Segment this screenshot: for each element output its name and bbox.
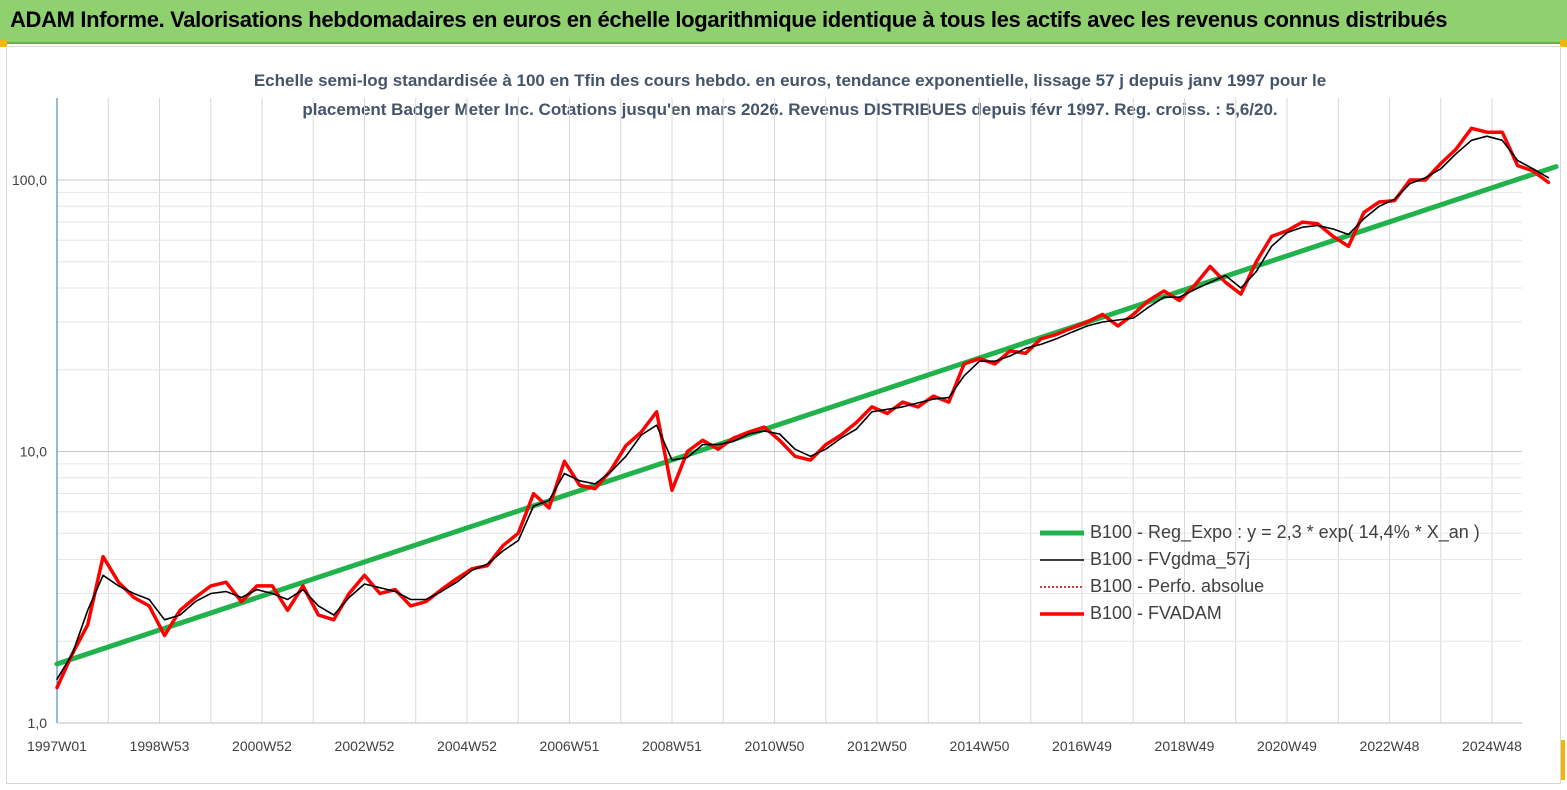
report-header: ADAM Informe. Valorisations hebdomadaire… bbox=[0, 0, 1567, 44]
x-tick-label: 2010W50 bbox=[745, 738, 805, 754]
y-tick-label: 10,0 bbox=[20, 444, 47, 460]
legend-swatch-reg-expo bbox=[1040, 530, 1084, 536]
legend-label-reg-expo: B100 - Reg_Expo : y = 2,3 * exp( 14,4% *… bbox=[1090, 522, 1480, 542]
legend-swatch-fvgdma bbox=[1040, 559, 1084, 561]
grid-layer bbox=[57, 98, 1522, 724]
y-tick-label: 100,0 bbox=[12, 172, 47, 188]
legend-label-fvadam: B100 - FVADAM bbox=[1090, 603, 1222, 623]
chart-title: Echelle semi-log standardisée à 100 en T… bbox=[60, 66, 1520, 124]
x-tick-label: 2024W48 bbox=[1462, 738, 1522, 754]
legend-swatch-perfo-absolue bbox=[1040, 586, 1084, 588]
x-tick-label: 2000W52 bbox=[232, 738, 292, 754]
x-tick-label: 1998W53 bbox=[130, 738, 190, 754]
series-line-fvgdma bbox=[56, 135, 1550, 681]
legend-item-perfo-absolue: B100 - Perfo. absolue bbox=[1040, 574, 1520, 599]
chart-title-line-1: Echelle semi-log standardisée à 100 en T… bbox=[253, 71, 1327, 90]
x-tick-label: 2018W49 bbox=[1155, 738, 1215, 754]
legend-label-fvgdma: B100 - FVgdma_57j bbox=[1090, 549, 1251, 569]
x-tick-label: 2004W52 bbox=[437, 738, 497, 754]
legend-item-fvadam: B100 - FVADAM bbox=[1040, 601, 1520, 626]
x-tick-label: 2020W49 bbox=[1257, 738, 1317, 754]
x-tick-label: 2016W49 bbox=[1052, 738, 1112, 754]
corner-marker-top-right bbox=[1560, 40, 1567, 47]
x-tick-label: 1997W01 bbox=[27, 738, 87, 754]
report-title: ADAM Informe. Valorisations hebdomadaire… bbox=[10, 7, 1448, 32]
corner-marker-top-left bbox=[0, 40, 7, 47]
chart-title-line-2: placement Badger Meter Inc. Cotations ju… bbox=[302, 100, 1278, 119]
chart-frame bbox=[6, 46, 1561, 784]
x-tick-label: 2006W51 bbox=[540, 738, 600, 754]
chart-legend: B100 - Reg_Expo : y = 2,3 * exp( 14,4% *… bbox=[1040, 520, 1520, 628]
legend-swatch-fvadam bbox=[1040, 612, 1084, 616]
corner-marker-bottom-right bbox=[1560, 740, 1565, 780]
series-line-reg-expo bbox=[54, 164, 1559, 667]
legend-item-fvgdma: B100 - FVgdma_57j bbox=[1040, 547, 1520, 572]
x-tick-label: 2008W51 bbox=[642, 738, 702, 754]
series-line-fvadam bbox=[55, 126, 1551, 690]
x-tick-label: 2012W50 bbox=[847, 738, 907, 754]
x-tick-label: 2014W50 bbox=[950, 738, 1010, 754]
x-tick-label: 2022W48 bbox=[1360, 738, 1420, 754]
y-tick-label: 1,0 bbox=[28, 715, 48, 731]
x-tick-label: 2002W52 bbox=[335, 738, 395, 754]
axis-layer: 1,0 10,0 100,0 1997W01 1998W53 2000W52 2002W52… bbox=[12, 98, 1522, 754]
legend-label-perfo-absolue: B100 - Perfo. absolue bbox=[1090, 576, 1265, 596]
series-layer bbox=[54, 126, 1559, 690]
legend-item-reg-expo: B100 - Reg_Expo : y = 2,3 * exp( 14,4% *… bbox=[1040, 520, 1520, 545]
